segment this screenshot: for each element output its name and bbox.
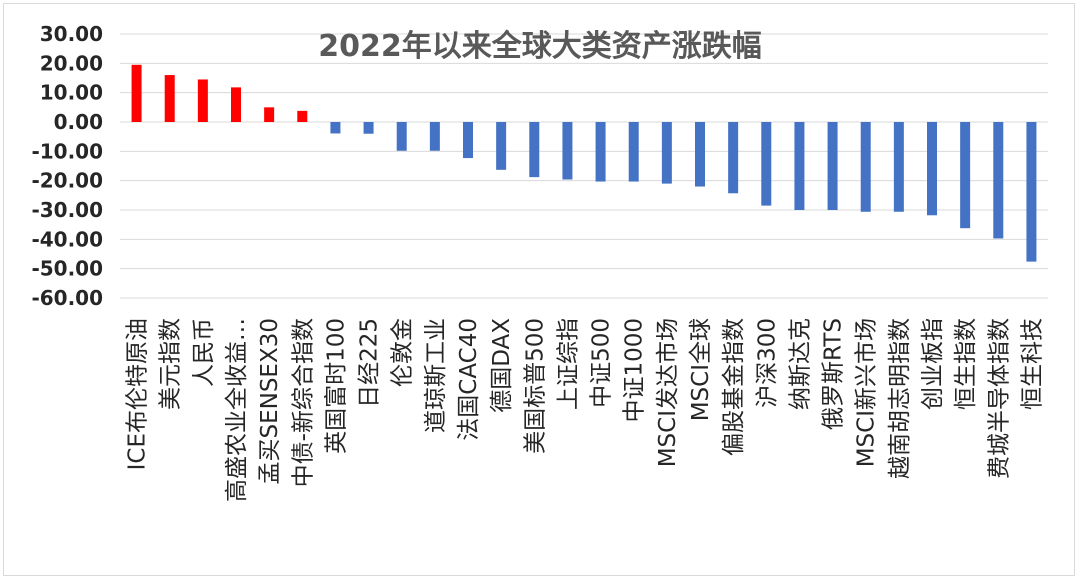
y-tick-label: -10.00 bbox=[31, 139, 103, 163]
x-tick-label: 偏股基金指数 bbox=[721, 318, 747, 456]
x-tick-label: 恒生科技 bbox=[1019, 318, 1045, 410]
x-tick-label: 中证500 bbox=[589, 318, 615, 408]
bar bbox=[396, 122, 407, 151]
bars bbox=[131, 64, 1037, 262]
x-tick-label: 高盛农业全收益… bbox=[224, 318, 250, 502]
y-tick-label: 10.00 bbox=[40, 81, 103, 105]
x-tick-label: 中债-新综合指数 bbox=[290, 318, 316, 487]
bar bbox=[529, 122, 540, 178]
x-tick-label: 上证综指 bbox=[555, 318, 581, 410]
bar bbox=[496, 122, 507, 170]
bar bbox=[761, 122, 772, 206]
bar bbox=[860, 122, 871, 212]
y-tick-label: 20.00 bbox=[40, 51, 103, 75]
x-tick-label: 孟买SENSEX30 bbox=[257, 318, 283, 485]
y-tick-label: 0.00 bbox=[54, 110, 103, 134]
bar bbox=[429, 122, 440, 151]
y-tick-label: -50.00 bbox=[31, 257, 103, 281]
x-tick-label: 纳斯达克 bbox=[787, 318, 813, 410]
y-tick-label: -60.00 bbox=[31, 286, 103, 310]
bar bbox=[197, 79, 208, 122]
x-tick-label: 法国CAC40 bbox=[456, 318, 482, 441]
x-tick-label: MSCI发达市场 bbox=[655, 318, 681, 467]
x-tick-label: MSCI全球 bbox=[688, 318, 714, 421]
bar bbox=[363, 122, 374, 134]
y-tick-label: -40.00 bbox=[31, 227, 103, 251]
bar bbox=[993, 122, 1004, 239]
x-tick-label: 人民币 bbox=[191, 318, 217, 387]
bar bbox=[131, 64, 142, 122]
bar bbox=[661, 122, 672, 184]
y-tick-label: -20.00 bbox=[31, 169, 103, 193]
x-tick-label: 德国DAX bbox=[489, 318, 515, 413]
bar bbox=[927, 122, 937, 216]
bar bbox=[628, 122, 639, 182]
x-tick-label: ICE布伦特原油 bbox=[125, 318, 151, 470]
x-tick-label: 俄罗斯RTS bbox=[821, 318, 847, 430]
x-tick-label: 沪深300 bbox=[754, 318, 780, 408]
bar bbox=[794, 122, 805, 210]
bar bbox=[827, 122, 838, 210]
y-tick-label: -30.00 bbox=[31, 198, 103, 222]
x-tick-label: 创业板指 bbox=[920, 318, 946, 410]
bar bbox=[231, 87, 241, 122]
bar bbox=[960, 122, 971, 229]
x-tick-label: 美国标普500 bbox=[522, 318, 548, 454]
x-tick-label: 英国富时100 bbox=[323, 318, 349, 454]
gridlines bbox=[120, 33, 1048, 299]
bar bbox=[164, 75, 175, 122]
bar bbox=[728, 122, 739, 194]
x-tick-label: 费城半导体指数 bbox=[986, 318, 1012, 479]
bar bbox=[264, 107, 275, 122]
x-tick-label: 中证1000 bbox=[622, 318, 648, 423]
bar bbox=[562, 122, 573, 180]
bar bbox=[1026, 122, 1037, 262]
x-tick-label: 伦敦金 bbox=[390, 318, 416, 387]
chart-frame bbox=[3, 3, 1075, 576]
x-tick-label: 恒生指数 bbox=[953, 318, 979, 410]
chart-title: 2022年以来全球大类资产涨跌幅 bbox=[318, 29, 762, 64]
bar bbox=[330, 122, 341, 134]
x-tick-label: 日经225 bbox=[357, 318, 383, 408]
bar bbox=[463, 122, 473, 159]
x-tick-label: 道琼斯工业 bbox=[423, 318, 449, 433]
x-tick-label: 越南胡志明指数 bbox=[887, 318, 913, 479]
bar bbox=[297, 110, 308, 122]
y-tick-label: 30.00 bbox=[40, 22, 103, 46]
bar bbox=[595, 122, 606, 182]
x-axis: ICE布伦特原油 美元指数 人民币 高盛农业全收益… 孟买SENSEX30 中债-新综合指… bbox=[125, 318, 1046, 502]
bar bbox=[695, 122, 705, 187]
x-tick-label: MSCI新兴市场 bbox=[854, 318, 880, 467]
x-tick-label: 美元指数 bbox=[158, 318, 184, 410]
bar bbox=[893, 122, 904, 212]
y-axis: 30.00 20.00 10.00 0.00 -10.00 -20.00 -30.00 -40… bbox=[31, 22, 103, 310]
